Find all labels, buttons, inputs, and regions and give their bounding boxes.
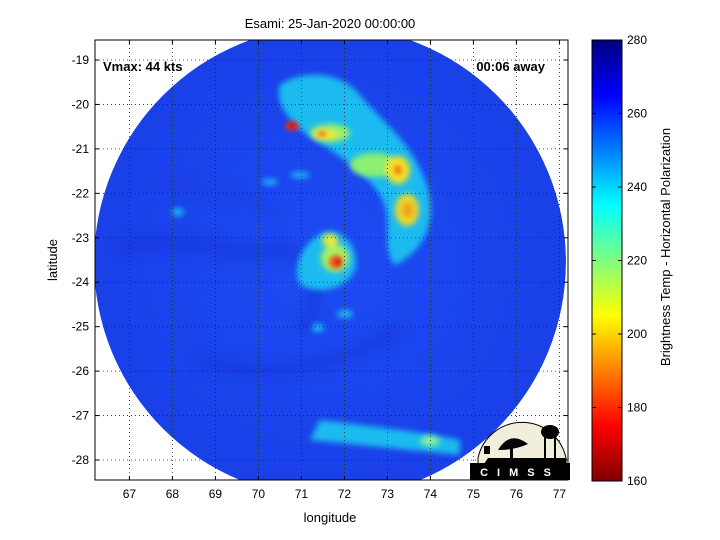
colorbar-label: Brightness Temp - Horizontal Polarizatio… xyxy=(658,128,673,366)
microwave-swath xyxy=(95,40,566,480)
cimss-logo-text: CIMSS xyxy=(480,467,560,479)
x-tick-label: 76 xyxy=(510,487,524,501)
colorbar-tick-label: 180 xyxy=(627,401,647,415)
x-tick-label: 71 xyxy=(295,487,309,501)
plot-area xyxy=(95,40,568,480)
vmax-label: Vmax: 44 kts xyxy=(103,59,183,74)
x-tick-label: 74 xyxy=(424,487,438,501)
colorbar-tick-label: 260 xyxy=(627,107,647,121)
grid xyxy=(95,40,568,480)
x-tick-label: 75 xyxy=(467,487,481,501)
y-tick-label: -19 xyxy=(72,53,90,67)
colorbar-tick-label: 220 xyxy=(627,254,647,268)
convection-cores xyxy=(285,121,402,269)
y-tick-label: -25 xyxy=(72,320,90,334)
colorbar-tick-label: 280 xyxy=(627,33,647,47)
y-axis-label: latitude xyxy=(45,239,60,281)
chart-title: Esami: 25-Jan-2020 00:00:00 xyxy=(245,16,416,31)
x-tick-label: 77 xyxy=(553,487,567,501)
colorbar-ticks: 280 260 240 220 200 180 160 xyxy=(592,33,647,488)
time-away-label: 00:06 away xyxy=(476,59,545,74)
x-tick-label: 70 xyxy=(252,487,266,501)
colorbar-gradient xyxy=(591,39,623,482)
y-tick-label: -26 xyxy=(72,364,90,378)
y-ticks: -19 -20 -21 -22 -23 -24 -25 -26 -27 -28 xyxy=(72,53,568,467)
y-tick-label: -22 xyxy=(72,186,90,200)
x-tick-label: 73 xyxy=(381,487,395,501)
y-tick-label: -27 xyxy=(72,409,90,423)
cimss-logo: CIMSS xyxy=(470,421,570,481)
convection-yellow xyxy=(310,124,440,446)
colorbar: 280 260 240 220 200 180 160 Brightness Temp - … xyxy=(591,33,673,488)
colorbar-tick-label: 160 xyxy=(627,474,647,488)
x-tick-label: 68 xyxy=(166,487,180,501)
x-axis-label: longitude xyxy=(304,510,357,525)
y-tick-label: -20 xyxy=(72,97,90,111)
axes-frame xyxy=(94,39,569,481)
y-tick-label: -24 xyxy=(72,275,90,289)
y-tick-label: -21 xyxy=(72,142,90,156)
y-tick-label: -23 xyxy=(72,231,90,245)
x-tick-label: 69 xyxy=(209,487,223,501)
x-tick-label: 67 xyxy=(123,487,137,501)
x-tick-label: 72 xyxy=(338,487,352,501)
x-ticks: 67 68 69 70 71 72 73 74 75 76 77 xyxy=(123,40,567,501)
y-tick-label: -28 xyxy=(72,453,90,467)
colorbar-tick-label: 200 xyxy=(627,327,647,341)
colorbar-tick-label: 240 xyxy=(627,180,647,194)
